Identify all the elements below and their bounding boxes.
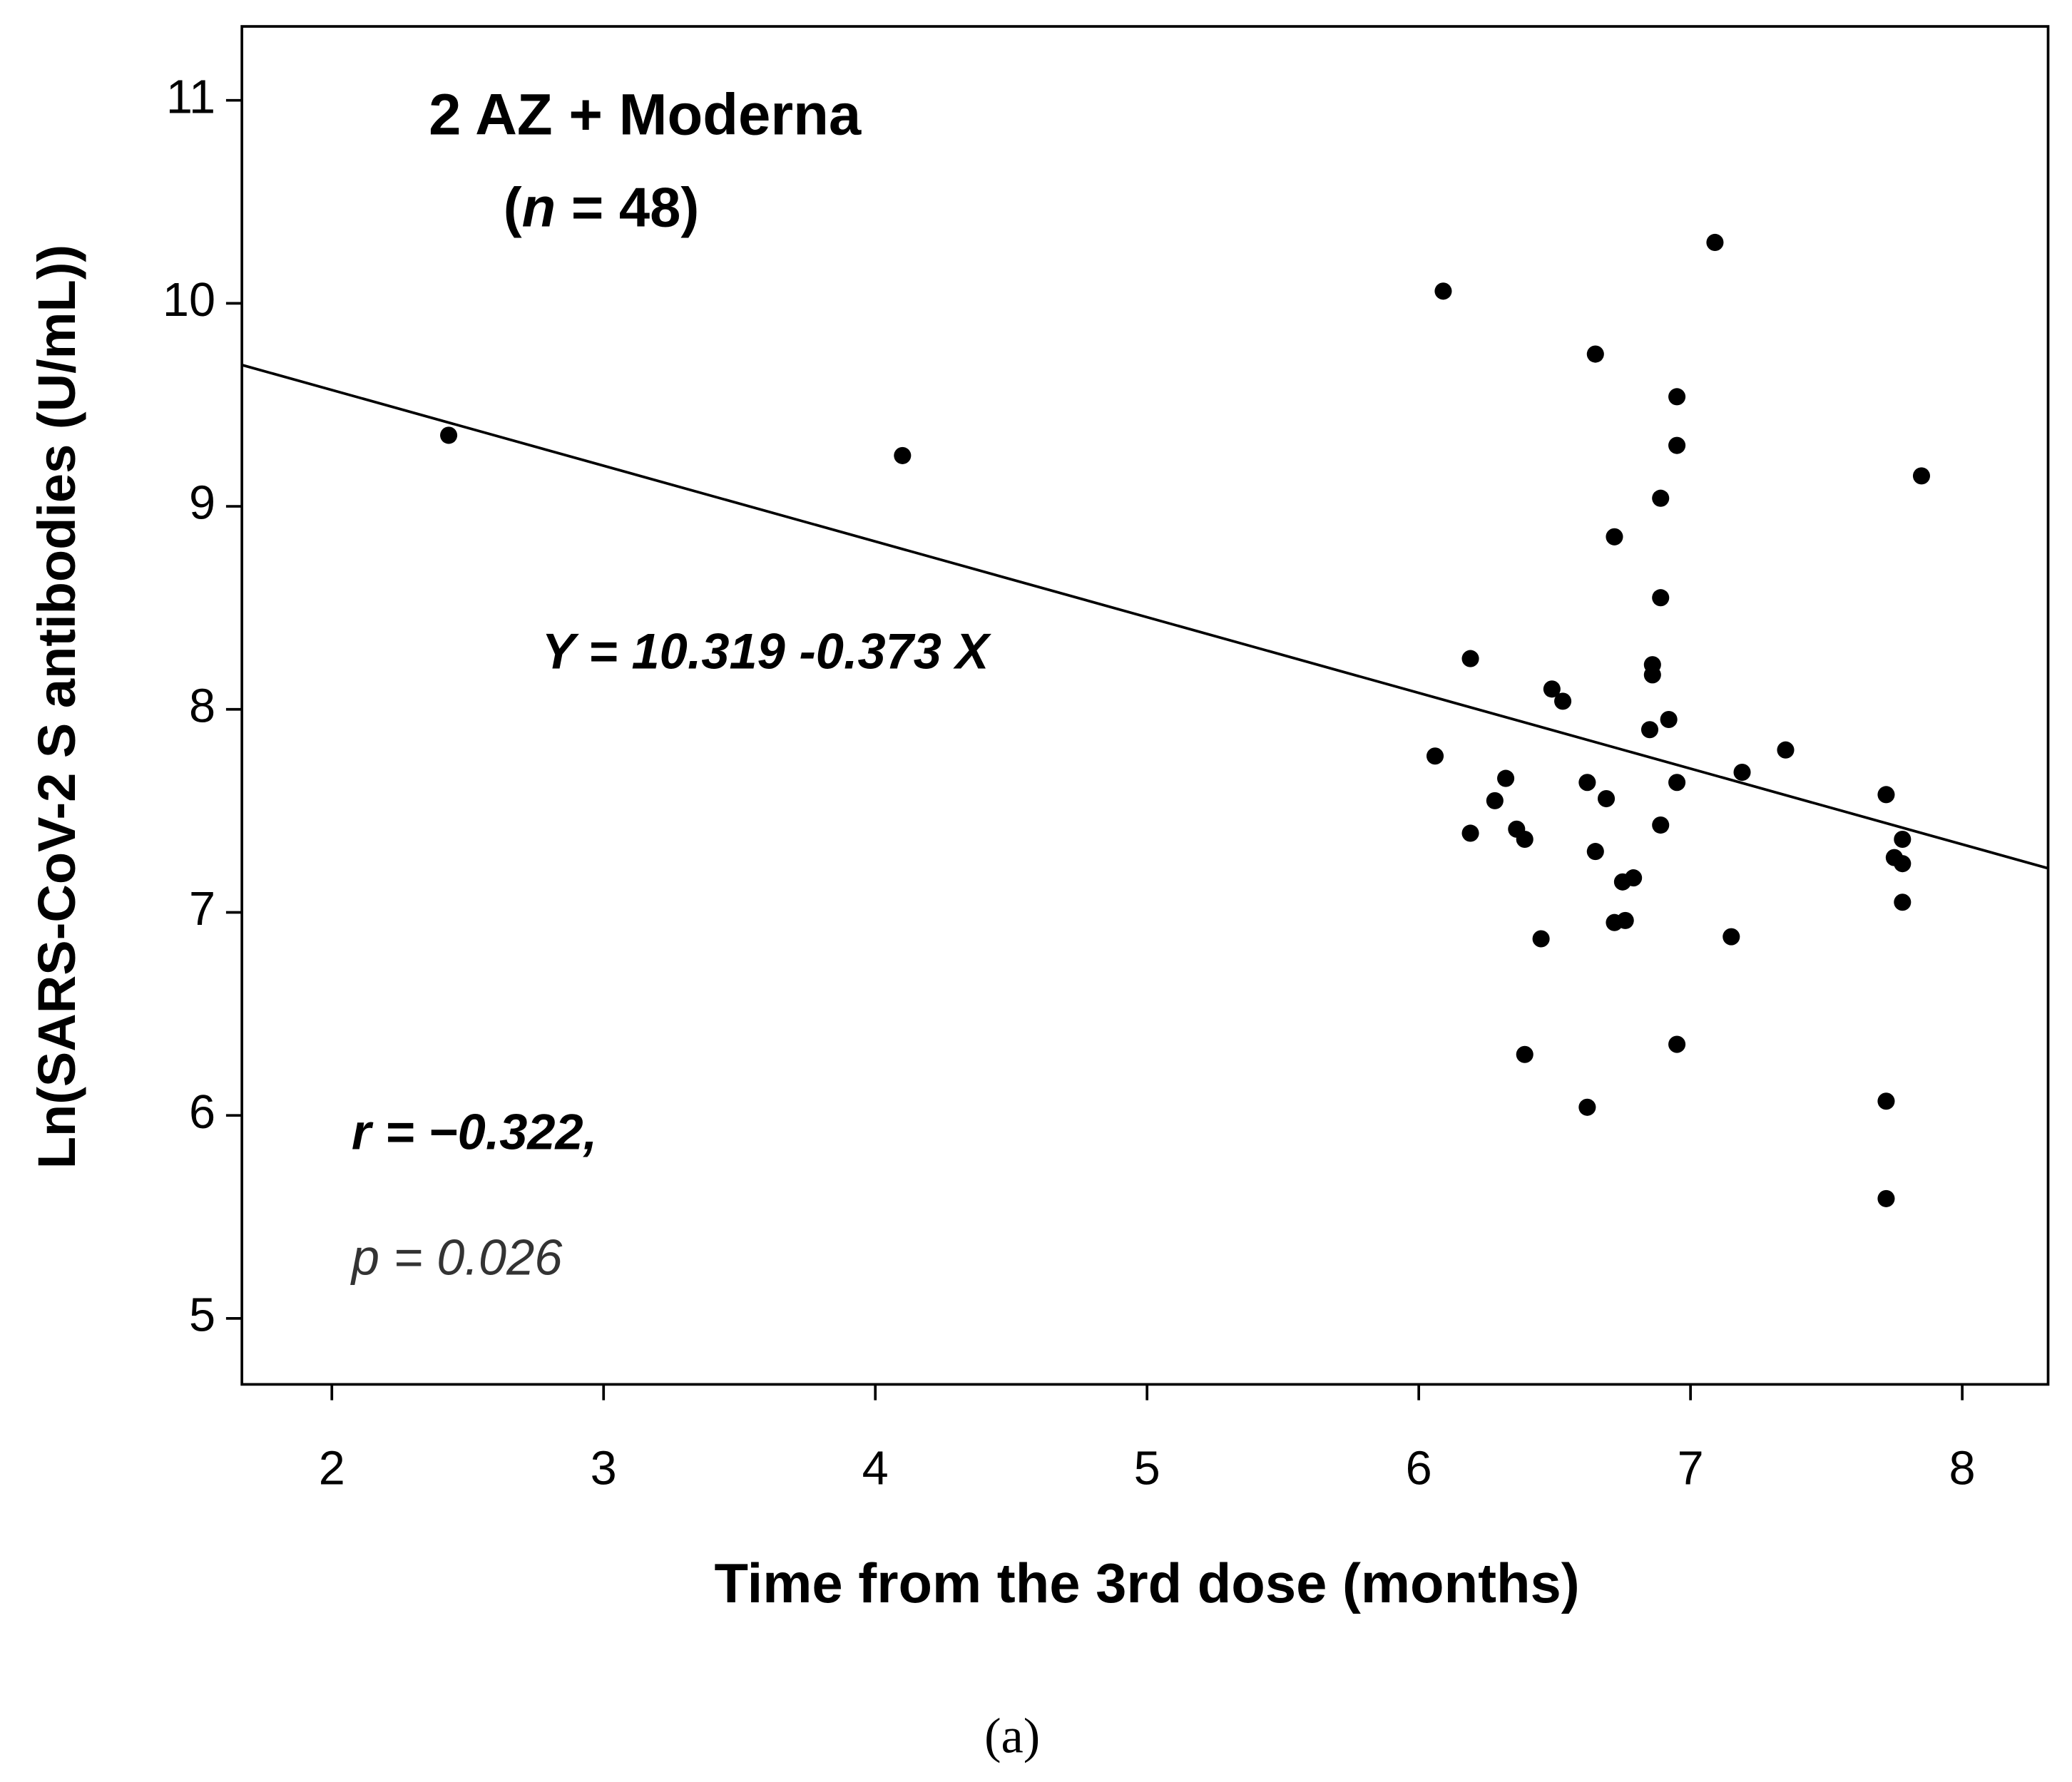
x-tick-label: 6 xyxy=(1406,1442,1432,1495)
data-point xyxy=(1486,792,1504,809)
data-point xyxy=(1461,650,1479,667)
data-point xyxy=(1777,741,1795,759)
data-point xyxy=(1668,1035,1686,1053)
data-point xyxy=(1586,345,1604,363)
chart-title: 2 AZ + Moderna xyxy=(429,82,862,147)
data-point xyxy=(894,446,912,464)
data-point xyxy=(1532,930,1550,948)
data-point xyxy=(1668,436,1686,454)
data-point xyxy=(1597,790,1616,808)
data-point xyxy=(1877,786,1895,804)
data-point xyxy=(1616,911,1634,929)
y-tick-label: 5 xyxy=(189,1289,215,1341)
data-point xyxy=(1578,774,1596,792)
data-point xyxy=(1516,1045,1533,1063)
data-point xyxy=(1461,824,1479,842)
p-annotation: p = 0.026 xyxy=(350,1229,563,1286)
data-point xyxy=(1660,710,1678,729)
y-tick-label: 9 xyxy=(189,477,215,530)
x-tick-label: 8 xyxy=(1949,1442,1976,1495)
subtitle-part: = 48) xyxy=(556,177,699,238)
y-axis-title: Ln(SARS-CoV-2 S antibodies (U/mL)) xyxy=(27,245,86,1169)
data-point xyxy=(1894,893,1912,911)
data-point xyxy=(1606,528,1623,546)
x-tick-label: 4 xyxy=(862,1442,889,1495)
data-point xyxy=(1652,589,1670,607)
data-point xyxy=(1733,763,1751,782)
y-tick-label: 11 xyxy=(166,71,215,123)
data-point xyxy=(1894,830,1912,849)
r-annotation: r = −0.322, xyxy=(352,1104,597,1160)
x-axis-title: Time from the 3rd dose (months) xyxy=(715,1553,1580,1614)
plot-frame xyxy=(240,25,2050,1386)
data-point xyxy=(1877,1189,1895,1207)
data-point xyxy=(1426,747,1444,765)
data-point xyxy=(1516,830,1533,849)
data-point xyxy=(1668,388,1686,406)
data-point xyxy=(440,426,458,444)
y-tick-label: 6 xyxy=(189,1086,215,1139)
data-point xyxy=(1640,721,1659,739)
x-tick-label: 2 xyxy=(319,1442,345,1495)
data-point xyxy=(1497,769,1515,787)
x-tick-label: 3 xyxy=(591,1442,617,1495)
data-point xyxy=(1652,816,1670,834)
data-point xyxy=(1434,282,1452,300)
subtitle-part: n xyxy=(522,177,556,238)
chart-subtitle: (n = 48) xyxy=(504,177,700,238)
data-point xyxy=(1894,855,1912,873)
regression-line xyxy=(241,364,2048,870)
data-point xyxy=(1723,928,1740,946)
y-tick-label: 7 xyxy=(189,883,215,936)
x-tick-label: 7 xyxy=(1678,1442,1704,1495)
data-point xyxy=(1613,873,1631,891)
x-tick-label: 5 xyxy=(1134,1442,1160,1495)
data-point xyxy=(1706,233,1724,252)
y-tick-label: 10 xyxy=(163,274,215,327)
data-point xyxy=(1668,774,1686,792)
data-point xyxy=(1578,1098,1596,1116)
y-tick-label: 8 xyxy=(189,680,215,732)
data-point xyxy=(1877,1092,1895,1110)
data-point xyxy=(1643,666,1661,684)
data-point xyxy=(1554,692,1572,710)
data-point xyxy=(1543,680,1561,698)
equation-annotation: Y = 10.319 -0.373 X xyxy=(542,623,992,679)
subtitle-part: ( xyxy=(504,177,522,238)
data-point xyxy=(1912,467,1931,485)
caption: (a) xyxy=(984,1709,1040,1764)
data-point xyxy=(1586,843,1604,861)
data-point xyxy=(1652,489,1670,507)
